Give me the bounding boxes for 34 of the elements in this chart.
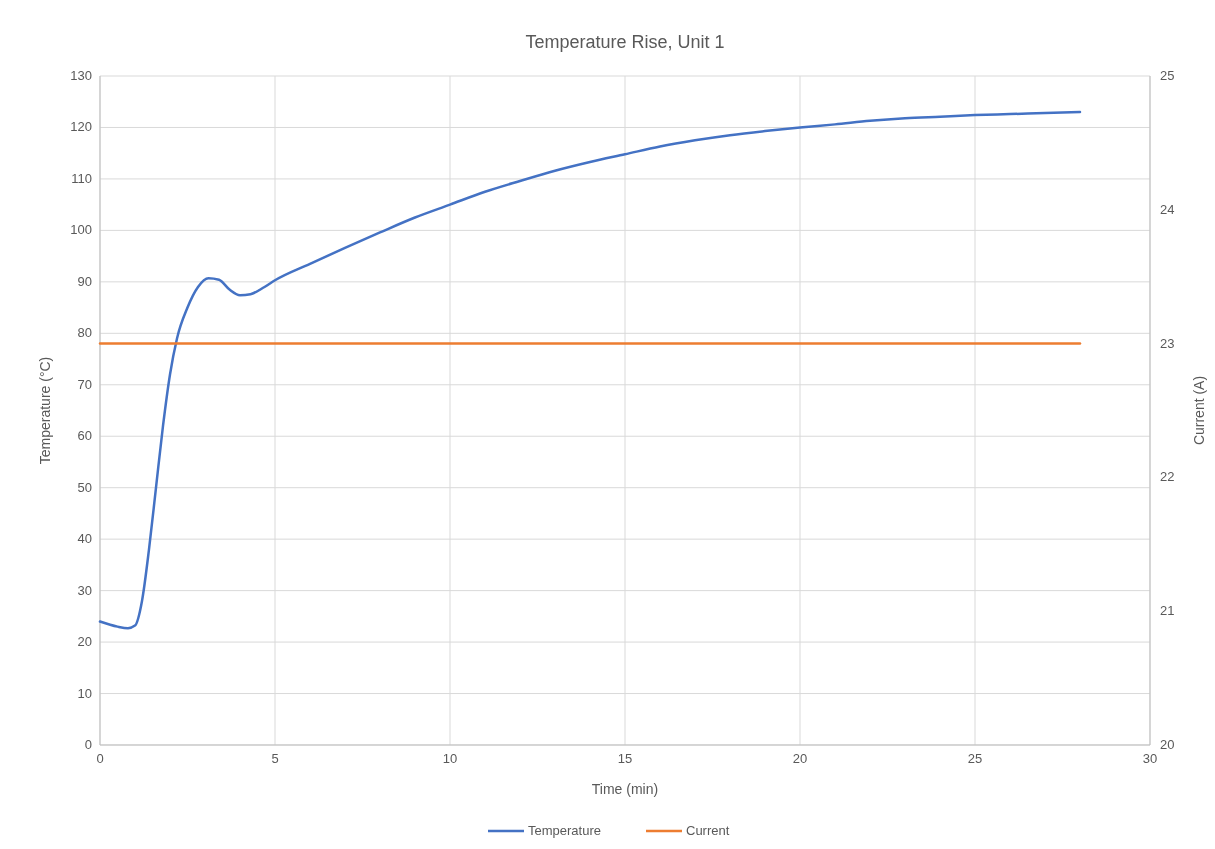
y-axis-title: Temperature (°C) [37, 356, 53, 465]
y2-axis-title: Current (A) [1191, 375, 1207, 446]
y-tick-label: 110 [71, 170, 92, 186]
y-tick-label: 20 [77, 634, 92, 650]
x-tick-label: 10 [442, 751, 458, 766]
line-series [98, 110, 1082, 630]
x-tick-label: 20 [792, 751, 808, 766]
y2-tick-label: 24 [1160, 201, 1175, 217]
legend-label: Current [686, 823, 730, 838]
x-tick-label: 0 [96, 751, 104, 766]
y-tick-label: 60 [77, 428, 92, 444]
y-tick-label: 90 [77, 273, 92, 289]
y-tick-label: 30 [77, 582, 92, 598]
y-tick-label: 70 [77, 376, 92, 392]
y-tick-label: 100 [70, 222, 92, 238]
y2-tick-label: 21 [1160, 603, 1175, 619]
y-tick-label: 10 [77, 685, 92, 701]
y2-tick-label: 23 [1160, 335, 1175, 351]
chart-title: Temperature Rise, Unit 1 [525, 32, 725, 52]
y2-tick-label: 20 [1160, 737, 1175, 752]
x-tick-label: 15 [617, 751, 633, 766]
y-tick-label: 0 [84, 737, 92, 752]
y-tick-label: 130 [70, 68, 92, 83]
x-tick-label: 30 [1142, 751, 1158, 766]
y-tick-label: 40 [77, 531, 92, 547]
y2-tick-label: 22 [1160, 469, 1175, 485]
y-tick-label: 50 [77, 479, 92, 495]
x-axis-title: Time (min) [591, 781, 659, 797]
y-tick-label: 120 [70, 119, 92, 135]
y-tick-label: 80 [77, 325, 92, 341]
y2-tick-label: 25 [1160, 68, 1175, 83]
x-tick-label: 5 [271, 751, 279, 766]
legend-label: Temperature [528, 823, 601, 838]
x-tick-label: 25 [967, 751, 983, 766]
